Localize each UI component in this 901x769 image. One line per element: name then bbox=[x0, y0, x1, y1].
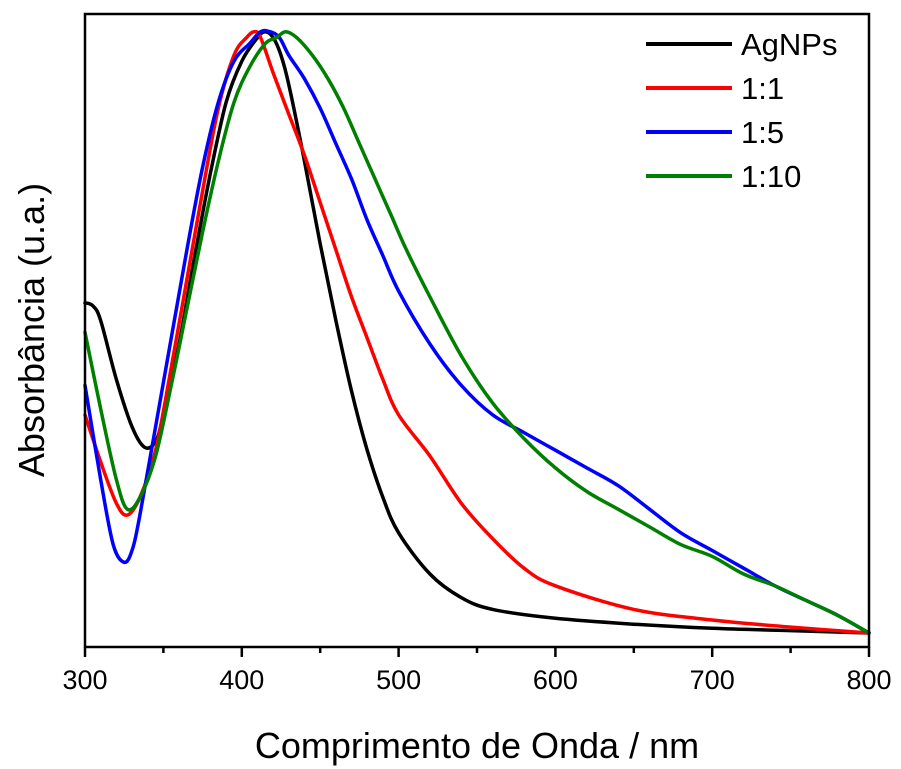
x-tick-label: 300 bbox=[62, 665, 107, 695]
x-ticks bbox=[83, 647, 871, 657]
x-axis-title: Comprimento de Onda / nm bbox=[255, 725, 699, 766]
x-tick-label: 400 bbox=[219, 665, 264, 695]
legend-label-0: AgNPs bbox=[741, 27, 837, 62]
x-tick-label: 600 bbox=[533, 665, 578, 695]
series-lines bbox=[83, 28, 871, 635]
plot-frame bbox=[83, 12, 871, 649]
y-axis-title: Absorbância (u.a.) bbox=[11, 183, 52, 477]
x-tick-labels: 300 400 500 600 700 800 bbox=[62, 665, 891, 695]
legend-label-2: 1:5 bbox=[741, 115, 784, 150]
legend: AgNPs 1:1 1:5 1:10 bbox=[646, 27, 837, 194]
legend-label-3: 1:10 bbox=[741, 159, 801, 194]
x-tick-label: 700 bbox=[690, 665, 735, 695]
x-tick-label: 500 bbox=[376, 665, 421, 695]
series-line-1 bbox=[83, 29, 871, 635]
x-tick-label: 800 bbox=[846, 665, 891, 695]
series-line-2 bbox=[83, 28, 871, 635]
series-line-3 bbox=[83, 29, 871, 635]
legend-label-1: 1:1 bbox=[741, 71, 784, 106]
